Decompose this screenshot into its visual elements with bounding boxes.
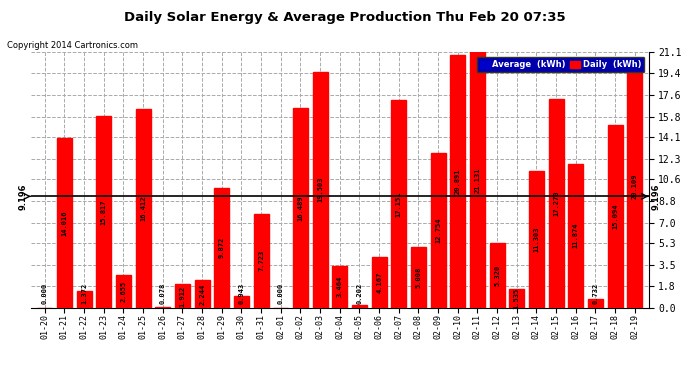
Text: 0.202: 0.202 — [357, 283, 362, 304]
Bar — [97, 116, 111, 308]
Text: 17.151: 17.151 — [396, 191, 402, 217]
Text: 5.320: 5.320 — [494, 265, 500, 286]
Bar — [569, 164, 583, 308]
Text: 11.303: 11.303 — [533, 226, 540, 252]
Bar — [215, 188, 229, 308]
Text: 9.872: 9.872 — [219, 237, 225, 258]
Bar — [372, 257, 386, 307]
Bar — [451, 55, 465, 308]
Text: 16.412: 16.412 — [140, 196, 146, 221]
Text: 15.817: 15.817 — [101, 199, 107, 225]
Text: 7.723: 7.723 — [258, 250, 264, 272]
Text: 20.109: 20.109 — [632, 173, 638, 199]
Bar — [627, 64, 642, 308]
Bar — [411, 247, 426, 308]
Text: 21.131: 21.131 — [475, 167, 480, 193]
Bar — [333, 266, 347, 308]
Text: 12.754: 12.754 — [435, 217, 441, 243]
Bar — [608, 125, 622, 308]
Text: 15.094: 15.094 — [612, 204, 618, 229]
Text: 0.078: 0.078 — [160, 283, 166, 304]
Bar — [529, 171, 544, 308]
Bar — [136, 109, 150, 307]
Bar — [155, 306, 170, 308]
Text: 0.000: 0.000 — [42, 283, 48, 304]
Bar — [490, 243, 504, 308]
Legend: Average  (kWh), Daily  (kWh): Average (kWh), Daily (kWh) — [477, 57, 644, 72]
Text: 4.167: 4.167 — [376, 272, 382, 293]
Text: 1.535: 1.535 — [514, 288, 520, 309]
Bar — [391, 100, 406, 308]
Text: 5.008: 5.008 — [415, 267, 422, 288]
Text: Copyright 2014 Cartronics.com: Copyright 2014 Cartronics.com — [7, 41, 138, 50]
Bar — [431, 153, 446, 308]
Text: 1.372: 1.372 — [81, 283, 87, 304]
Text: 1.912: 1.912 — [179, 285, 186, 307]
Text: 0.943: 0.943 — [239, 283, 244, 304]
Bar — [470, 52, 485, 308]
Text: 17.270: 17.270 — [553, 190, 559, 216]
Bar — [588, 298, 603, 307]
Bar — [175, 284, 190, 308]
Bar — [116, 275, 131, 308]
Text: 14.016: 14.016 — [61, 210, 68, 236]
Text: 11.874: 11.874 — [573, 223, 579, 249]
Bar — [293, 108, 308, 307]
Text: 0.000: 0.000 — [278, 283, 284, 304]
Bar — [234, 296, 249, 307]
Bar — [549, 99, 564, 308]
Bar — [77, 291, 92, 308]
Text: 16.489: 16.489 — [297, 195, 304, 220]
Text: 0.732: 0.732 — [593, 283, 598, 304]
Text: 2.244: 2.244 — [199, 284, 205, 304]
Bar — [352, 305, 367, 308]
Text: 3.464: 3.464 — [337, 276, 343, 297]
Bar — [254, 214, 268, 308]
Bar — [313, 72, 328, 308]
Bar — [57, 138, 72, 308]
Text: 9.196: 9.196 — [19, 183, 28, 210]
Text: 19.503: 19.503 — [317, 177, 323, 203]
Bar — [195, 280, 210, 308]
Text: 20.891: 20.891 — [455, 168, 461, 194]
Text: Daily Solar Energy & Average Production Thu Feb 20 07:35: Daily Solar Energy & Average Production … — [124, 11, 566, 24]
Bar — [509, 289, 524, 308]
Text: 2.655: 2.655 — [121, 281, 126, 302]
Text: 9.196: 9.196 — [652, 183, 661, 210]
